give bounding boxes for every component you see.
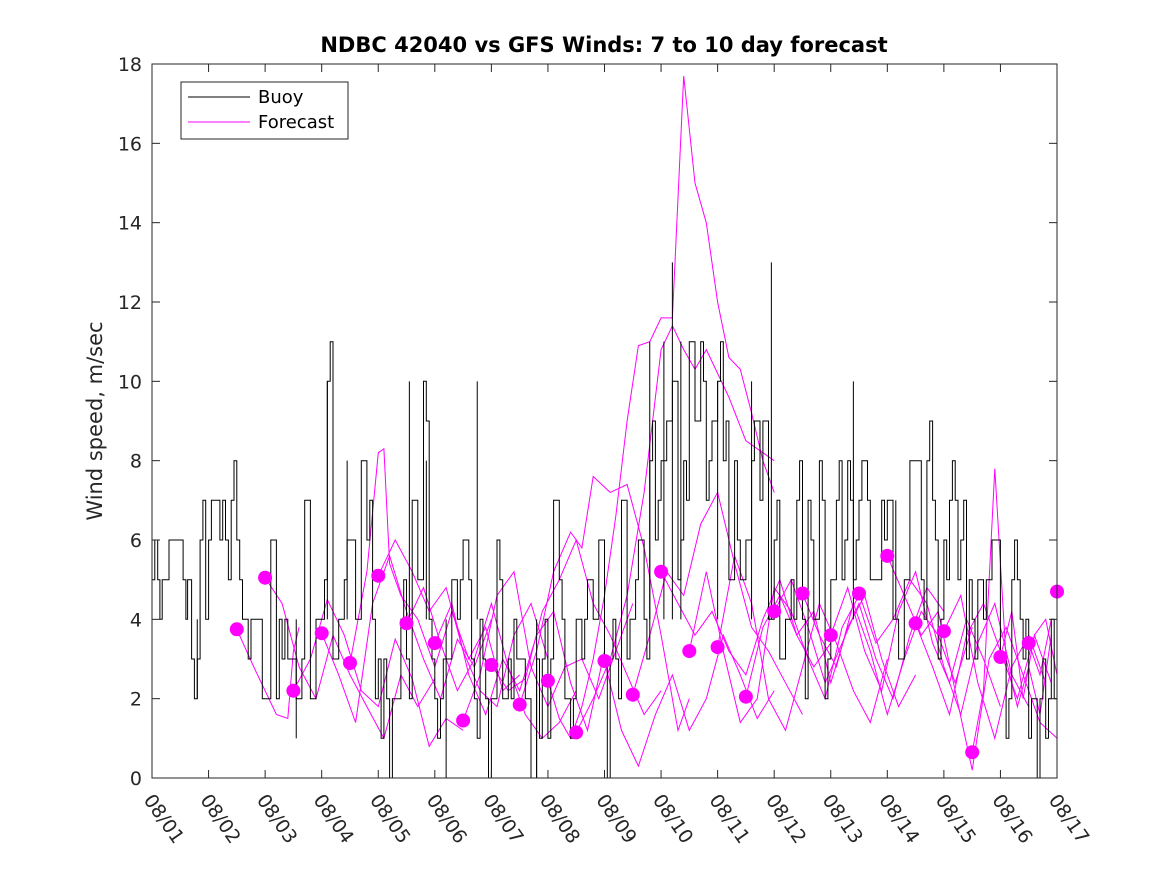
y-tick-label: 14: [118, 213, 142, 235]
forecast-dot: [625, 687, 640, 702]
forecast-dot: [965, 745, 980, 760]
forecast-line: [349, 447, 521, 692]
forecast-line: [1028, 619, 1052, 677]
forecast-dot: [767, 604, 782, 619]
y-tick-label: 12: [118, 292, 142, 314]
forecast-dot: [343, 656, 357, 670]
forecast-dot: [229, 622, 244, 637]
forecast-dot: [908, 616, 923, 631]
y-tick-label: 16: [118, 133, 142, 155]
forecast-line: [660, 571, 832, 677]
forecast-line: [717, 553, 888, 732]
forecast-dot: [484, 658, 499, 672]
forecast-dot: [512, 697, 527, 712]
plot-area: [152, 64, 1057, 778]
forecast-dot: [258, 570, 273, 585]
forecast-line: [236, 627, 300, 720]
forecast-dot: [456, 713, 471, 728]
forecast-dot: [314, 626, 329, 641]
forecast-line: [519, 475, 690, 733]
chart-title: NDBC 42040 vs GFS Winds: 7 to 10 day for…: [320, 33, 887, 57]
forecast-dot: [427, 636, 442, 651]
forecast-dot: [852, 586, 866, 601]
buoy-series: [152, 262, 1057, 779]
y-tick-label: 2: [130, 689, 142, 711]
forecast-dot: [795, 586, 810, 601]
forecast-dot: [597, 654, 612, 668]
forecast-dot: [399, 616, 414, 631]
forecast-dot: [540, 673, 555, 688]
forecast-dot: [682, 644, 697, 659]
forecast-dots: [229, 548, 1064, 760]
forecast-line: [547, 75, 775, 740]
forecast-line: [830, 570, 1001, 707]
y-tick-label: 18: [118, 54, 142, 76]
forecast-line: [264, 577, 436, 740]
legend-forecast-label: Forecast: [258, 112, 334, 133]
forecast-dot: [654, 564, 669, 579]
forecast-dot: [823, 628, 838, 643]
legend-buoy-label: Buoy: [258, 87, 304, 108]
y-tick-label: 8: [130, 451, 142, 473]
y-tick-label: 10: [118, 371, 142, 393]
forecast-line: [604, 633, 775, 768]
buoy-line: [152, 341, 1057, 779]
forecast-dot: [569, 725, 584, 740]
forecast-dot: [738, 689, 753, 704]
y-tick-label: 0: [130, 768, 142, 790]
y-axis-label: Wind speed, m/sec: [83, 321, 107, 520]
y-tick-label: 4: [130, 609, 142, 631]
y-tick-label: 6: [130, 530, 142, 552]
forecast-dot: [993, 650, 1008, 664]
forecast-dot: [710, 640, 725, 655]
legend-box: [180, 81, 349, 140]
forecast-dot: [371, 568, 386, 583]
forecast-dot: [1021, 636, 1036, 651]
forecast-dot: [880, 548, 895, 563]
legend: Buoy Forecast: [180, 81, 349, 140]
y-axis: 0 2 4 6 8 10 12 14 16 18: [118, 54, 1057, 790]
forecast-dot: [286, 683, 301, 698]
forecast-dot: [936, 624, 951, 639]
